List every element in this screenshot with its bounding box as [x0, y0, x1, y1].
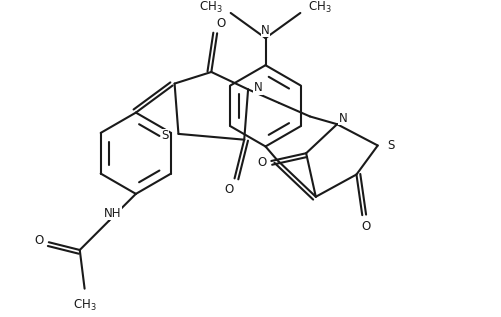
Text: S: S: [161, 129, 168, 142]
Text: O: O: [216, 17, 225, 30]
Text: NH: NH: [104, 207, 121, 220]
Text: N: N: [261, 24, 270, 37]
Text: O: O: [35, 234, 44, 247]
Text: O: O: [257, 156, 266, 169]
Text: N: N: [253, 81, 262, 94]
Text: N: N: [338, 112, 347, 125]
Text: CH$_3$: CH$_3$: [199, 0, 222, 15]
Text: CH$_3$: CH$_3$: [308, 0, 331, 15]
Text: CH$_3$: CH$_3$: [73, 298, 96, 314]
Text: O: O: [361, 220, 370, 233]
Text: S: S: [387, 139, 394, 152]
Text: O: O: [223, 184, 233, 197]
